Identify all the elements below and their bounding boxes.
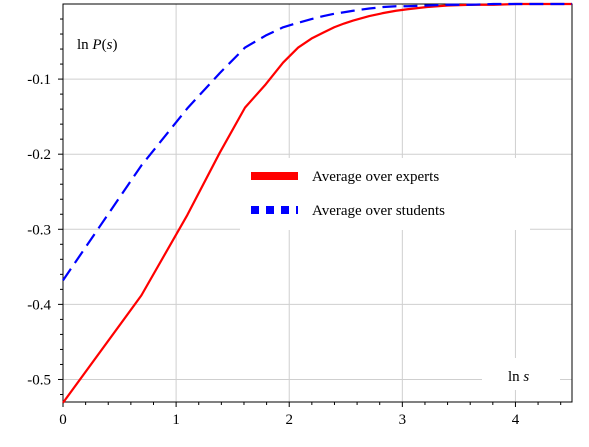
x-axis-title-prefix: ln <box>508 369 523 385</box>
legend-label-experts: Average over experts <box>312 169 439 185</box>
x-axis-title-var: s <box>523 369 529 385</box>
y-tick-label-2: -0.3 <box>27 222 51 238</box>
data-series <box>62 2 572 404</box>
y-axis-title-close: ) <box>112 37 117 53</box>
x-tick-label-2: 2 <box>285 412 293 428</box>
y-axis-title: ln P(s) <box>77 37 117 53</box>
y-axis-title-var: P <box>91 37 101 53</box>
x-tick-label-4: 4 <box>512 412 520 428</box>
legend-backdrop <box>240 158 530 230</box>
legend-label-students: Average over students <box>312 203 445 219</box>
y-tick-label-1: -0.2 <box>27 147 51 163</box>
y-axis-title-prefix: ln <box>77 37 92 53</box>
legend: Average over experts Average over studen… <box>240 158 530 230</box>
axes <box>62 4 572 403</box>
x-axis-title: ln s <box>508 369 529 385</box>
x-axis-title-backdrop <box>482 358 560 390</box>
y-tick-label-3: -0.4 <box>27 297 51 313</box>
y-axis-title-open: ( <box>102 37 107 53</box>
x-tick-label-1: 1 <box>172 412 180 428</box>
y-tick-label-0: -0.1 <box>27 72 51 88</box>
series-line-students <box>62 2 572 281</box>
x-tick-label-0: 0 <box>59 412 67 428</box>
x-tick-label-3: 3 <box>399 412 407 428</box>
ticks: 0 1 2 3 4 -0.1 -0.2 -0.3 -0.4 -0.5 <box>27 18 562 428</box>
y-tick-label-4: -0.5 <box>27 372 51 388</box>
y-axis-title-arg: s <box>107 37 113 53</box>
